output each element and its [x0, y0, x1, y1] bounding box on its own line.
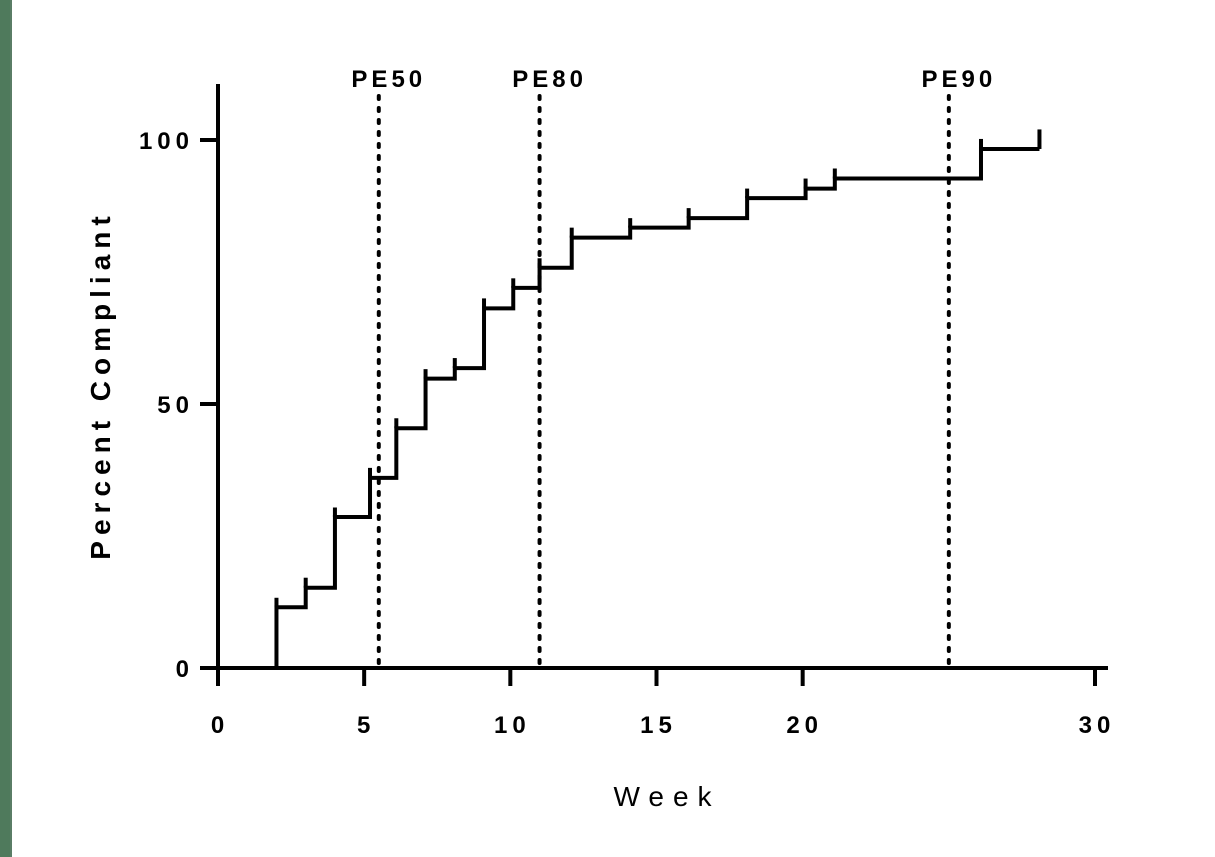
km-step-chart: PE50 PE80 PE90 0 5 10 15 20 30 0 50 100 Week Percent… [85, 66, 1116, 812]
pe-annotations: PE50 PE80 PE90 [351, 66, 996, 666]
chart-frame: ‾ PE50 PE80 PE90 0 5 10 15 20 30 0 50 100 Week Perce… [10, 0, 1215, 857]
x-tick-label-20: 20 [786, 712, 823, 739]
pe-label-pe90: PE90 [921, 66, 996, 93]
axes [200, 84, 1108, 686]
series-step-line [218, 129, 1042, 670]
x-tick-label-30: 30 [1079, 712, 1116, 739]
y-axis-title: Percent Compliant [85, 210, 116, 559]
x-tick-label-10: 10 [494, 712, 531, 739]
x-axis-title: Week [613, 781, 720, 812]
x-tick-label-15: 15 [640, 712, 677, 739]
step-line [218, 146, 1040, 670]
x-tick-label-5: 5 [357, 712, 375, 739]
x-tick-label-0: 0 [211, 712, 229, 739]
clipped-title-strip: ‾ [12, 0, 1215, 8]
clipped-title-fragment: ‾ [242, 0, 249, 8]
pe-label-pe50: PE50 [351, 66, 426, 93]
axis-labels: 0 5 10 15 20 30 0 50 100 Week Percent Compliant [85, 128, 1116, 812]
y-tick-label-100: 100 [139, 128, 194, 155]
y-tick-label-50: 50 [157, 392, 194, 419]
y-tick-label-0: 0 [176, 656, 194, 683]
pe-label-pe80: PE80 [512, 66, 587, 93]
